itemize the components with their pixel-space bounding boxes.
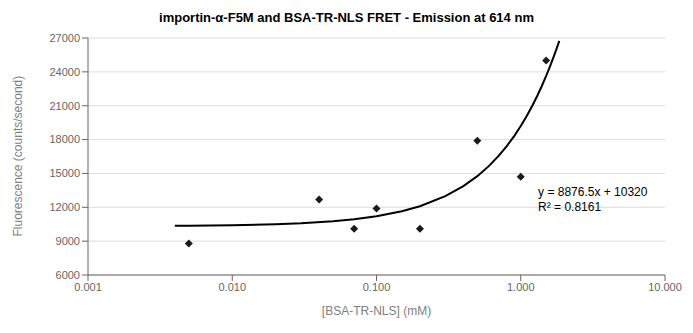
svg-text:0.001: 0.001 <box>74 281 102 293</box>
svg-text:10.000: 10.000 <box>648 281 682 293</box>
svg-text:18000: 18000 <box>49 133 80 145</box>
svg-text:24000: 24000 <box>49 66 80 78</box>
svg-text:27000: 27000 <box>49 32 80 44</box>
svg-text:15000: 15000 <box>49 167 80 179</box>
html-text:importin-α-F5M and BSA-TR-NLS: importin-α-F5M and BSA-TR-NLS FRET - Emi… <box>159 10 534 25</box>
svg-text:0.010: 0.010 <box>218 281 246 293</box>
html-text:R² = 0.8161: R² = 0.8161 <box>538 199 602 214</box>
svg-text:[BSA-TR-NLS] (mM): [BSA-TR-NLS] (mM) <box>322 304 431 318</box>
svg-text:12000: 12000 <box>49 201 80 213</box>
svg-text:9000: 9000 <box>56 235 80 247</box>
svg-text:1.000: 1.000 <box>507 281 535 293</box>
svg-text:21000: 21000 <box>49 100 80 112</box>
svg-text:6000: 6000 <box>56 269 80 281</box>
svg-text:0.100: 0.100 <box>363 281 391 293</box>
html-text:y = 8876.5x + 10320: y = 8876.5x + 10320 <box>538 184 648 199</box>
svg-text:Fluorescence (counts/second): Fluorescence (counts/second) <box>11 76 25 237</box>
